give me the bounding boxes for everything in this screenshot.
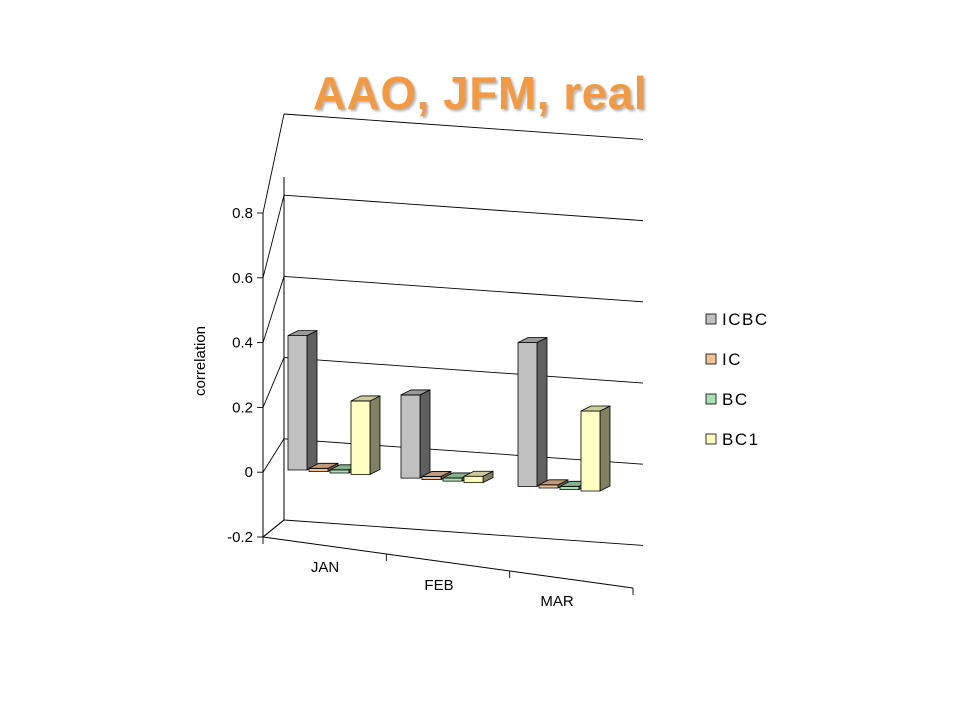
bar-front — [442, 477, 463, 482]
x-tick-label: JAN — [311, 559, 339, 576]
y-tick-label: 0.8 — [232, 205, 253, 222]
bar — [400, 389, 431, 479]
bar-top — [400, 389, 431, 396]
legend-label: BC1 — [722, 430, 760, 449]
y-tick-labels: -0.2 0 0.2 0.4 0.6 0.8 — [227, 205, 253, 546]
y-tick-label: 0 — [245, 464, 253, 481]
gridline — [283, 275, 644, 303]
y-tick-label: 0.6 — [232, 270, 253, 287]
bar-front — [287, 335, 308, 471]
legend-swatch — [705, 353, 717, 365]
x-tick-labels: JAN FEB MAR — [311, 559, 574, 610]
legend-label: BC — [722, 390, 749, 409]
legend-label: ICBC — [722, 310, 769, 329]
bar-top — [538, 479, 569, 486]
bar — [350, 395, 381, 476]
bar-top — [580, 405, 611, 412]
bar-front — [329, 469, 350, 474]
bar-side — [419, 389, 431, 479]
bar-front — [463, 475, 484, 484]
bar-front — [400, 394, 421, 479]
gridline-side — [262, 195, 285, 278]
x-tick-label: MAR — [540, 593, 574, 610]
gridline-side — [262, 438, 285, 473]
bars — [287, 329, 611, 492]
bar-top — [287, 330, 318, 337]
legend-swatch — [705, 313, 717, 325]
gridlines — [257, 113, 644, 595]
gridline-side — [262, 113, 285, 214]
legend-swatch — [705, 433, 717, 445]
bar-front — [517, 342, 538, 487]
bar-front — [580, 410, 601, 492]
bar-side — [536, 336, 548, 488]
y-axis-label: correlation — [192, 326, 209, 396]
gridline — [283, 357, 644, 384]
floor-edge-left — [262, 519, 285, 538]
gridline-side — [262, 357, 285, 408]
bar-side — [599, 405, 611, 492]
x-tick-label: FEB — [424, 577, 453, 594]
bar-top — [517, 337, 548, 343]
bar — [463, 470, 494, 484]
y-tick-label: 0.2 — [232, 399, 253, 416]
gridline — [283, 194, 644, 222]
bar-top — [308, 462, 339, 469]
bar-top — [463, 470, 494, 477]
gridline-side — [262, 276, 285, 343]
bar — [287, 329, 318, 471]
bar — [421, 470, 452, 481]
bar — [517, 336, 548, 488]
bar-front — [559, 485, 580, 490]
bar-front — [308, 467, 329, 472]
y-tick-label: -0.2 — [227, 529, 253, 546]
bar-top — [421, 471, 452, 477]
x-axis-line — [262, 536, 634, 589]
bar — [580, 405, 611, 492]
bar-side — [306, 329, 318, 471]
legend-swatch — [705, 393, 717, 405]
slide-title: AAO, JFM, real — [312, 67, 648, 119]
bar-side — [369, 395, 381, 476]
legend-label: IC — [722, 350, 742, 369]
bar-front — [350, 400, 371, 475]
axes — [262, 177, 634, 589]
y-tick-label: 0.4 — [232, 335, 253, 352]
bar-front — [538, 484, 559, 489]
bar-front — [421, 476, 442, 481]
gridline — [283, 113, 644, 140]
gridline — [283, 519, 644, 546]
bar-top — [350, 395, 381, 402]
